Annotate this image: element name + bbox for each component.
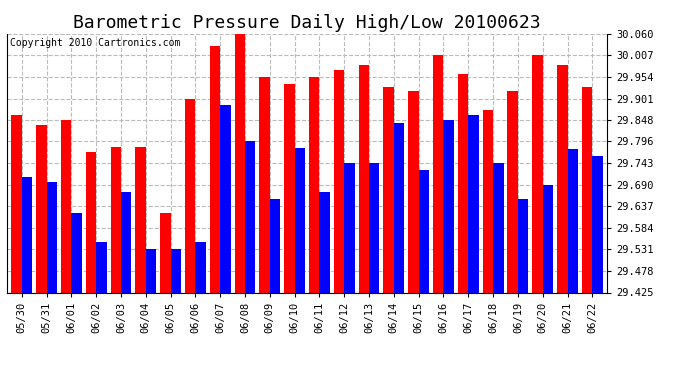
Bar bbox=[557, 65, 567, 292]
Bar bbox=[259, 77, 270, 292]
Bar bbox=[458, 75, 469, 292]
Bar bbox=[121, 192, 131, 292]
Bar bbox=[284, 84, 295, 292]
Bar bbox=[483, 110, 493, 292]
Bar bbox=[532, 56, 543, 292]
Bar bbox=[185, 99, 195, 292]
Bar bbox=[518, 199, 529, 292]
Bar bbox=[11, 115, 22, 292]
Bar bbox=[235, 34, 245, 292]
Bar bbox=[408, 91, 419, 292]
Bar bbox=[344, 163, 355, 292]
Bar bbox=[36, 125, 47, 292]
Bar bbox=[96, 242, 107, 292]
Bar bbox=[493, 163, 504, 292]
Bar bbox=[170, 249, 181, 292]
Bar bbox=[433, 56, 444, 292]
Bar bbox=[47, 182, 57, 292]
Bar bbox=[592, 156, 603, 292]
Bar bbox=[394, 123, 404, 292]
Bar bbox=[384, 87, 394, 292]
Bar bbox=[309, 77, 319, 292]
Bar bbox=[334, 70, 344, 292]
Bar bbox=[245, 141, 255, 292]
Bar bbox=[582, 87, 592, 292]
Bar bbox=[160, 213, 170, 292]
Bar bbox=[195, 242, 206, 292]
Title: Barometric Pressure Daily High/Low 20100623: Barometric Pressure Daily High/Low 20100… bbox=[73, 14, 541, 32]
Bar bbox=[543, 184, 553, 292]
Bar bbox=[419, 170, 429, 292]
Bar bbox=[270, 199, 280, 292]
Bar bbox=[110, 147, 121, 292]
Bar bbox=[22, 177, 32, 292]
Bar bbox=[146, 249, 156, 292]
Bar bbox=[369, 163, 380, 292]
Bar bbox=[61, 120, 71, 292]
Bar bbox=[71, 213, 82, 292]
Bar bbox=[210, 46, 220, 292]
Bar bbox=[444, 120, 454, 292]
Bar bbox=[319, 192, 330, 292]
Bar bbox=[86, 152, 96, 292]
Bar bbox=[507, 91, 518, 292]
Bar bbox=[135, 147, 146, 292]
Bar bbox=[220, 105, 230, 292]
Bar bbox=[359, 65, 369, 292]
Bar bbox=[469, 115, 479, 292]
Bar bbox=[295, 148, 305, 292]
Bar bbox=[567, 148, 578, 292]
Text: Copyright 2010 Cartronics.com: Copyright 2010 Cartronics.com bbox=[10, 38, 180, 48]
